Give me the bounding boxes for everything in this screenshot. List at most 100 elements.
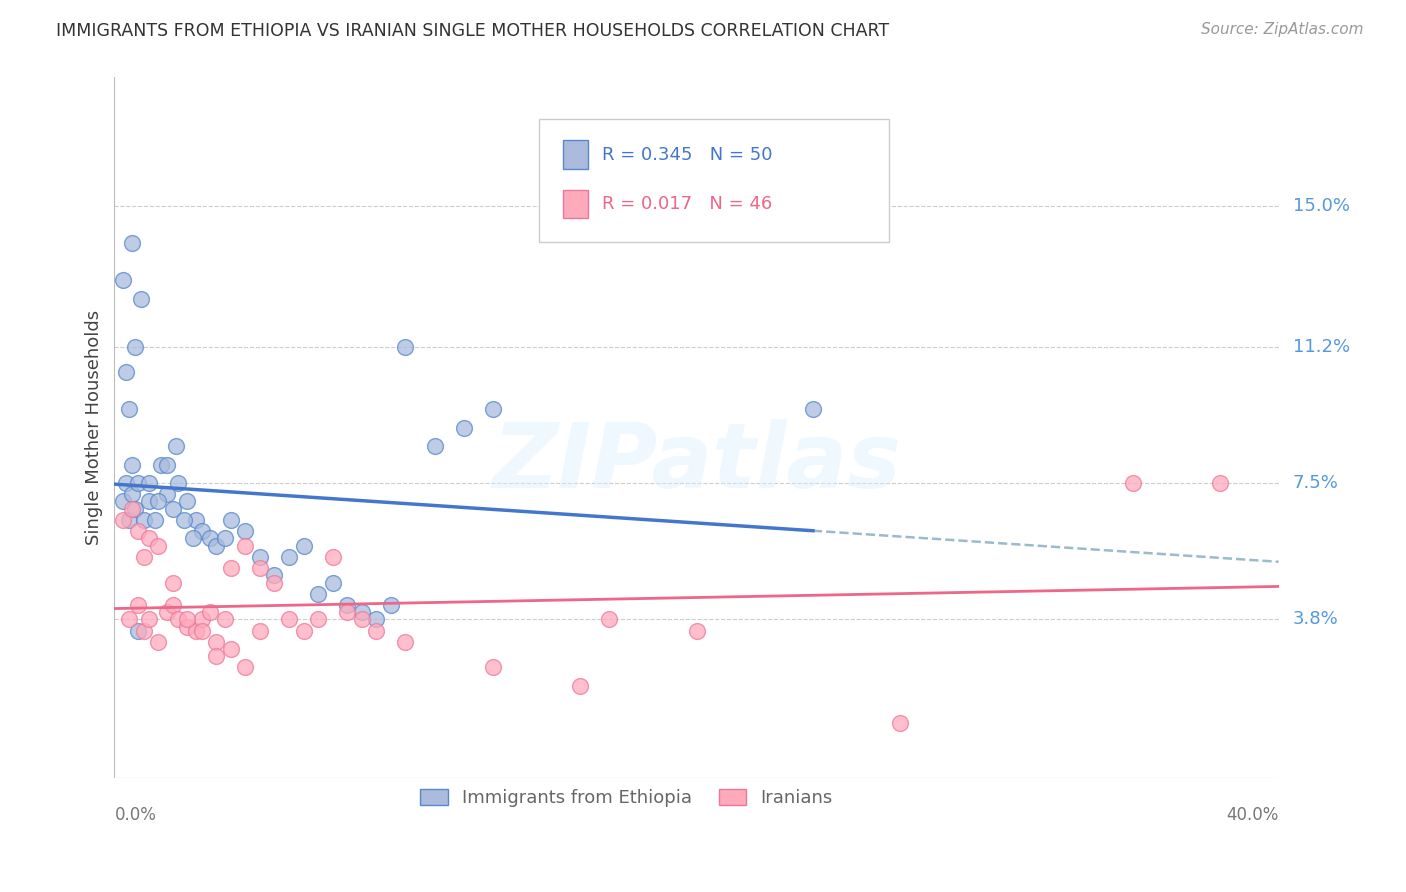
Point bbox=[132, 624, 155, 638]
Point bbox=[146, 634, 169, 648]
Text: 7.5%: 7.5% bbox=[1292, 474, 1339, 492]
Text: IMMIGRANTS FROM ETHIOPIA VS IRANIAN SINGLE MOTHER HOUSEHOLDS CORRELATION CHART: IMMIGRANTS FROM ETHIOPIA VS IRANIAN SING… bbox=[56, 22, 890, 40]
Point bbox=[307, 612, 329, 626]
Text: R = 0.345   N = 50: R = 0.345 N = 50 bbox=[602, 145, 773, 163]
Point bbox=[176, 620, 198, 634]
Point bbox=[235, 660, 257, 674]
Point bbox=[249, 561, 271, 575]
Point bbox=[124, 340, 146, 354]
Point bbox=[263, 575, 285, 590]
Point bbox=[200, 532, 222, 546]
Point bbox=[156, 458, 179, 472]
Text: 3.8%: 3.8% bbox=[1292, 610, 1339, 629]
Point bbox=[292, 624, 315, 638]
Point bbox=[889, 715, 911, 730]
Point bbox=[129, 292, 152, 306]
Point bbox=[481, 402, 503, 417]
Text: 15.0%: 15.0% bbox=[1292, 197, 1350, 216]
Point bbox=[205, 634, 228, 648]
Point bbox=[149, 458, 172, 472]
Point bbox=[112, 494, 135, 508]
Point bbox=[112, 273, 135, 287]
Point bbox=[162, 575, 184, 590]
Point bbox=[278, 549, 301, 564]
Text: ZIPatlas: ZIPatlas bbox=[492, 418, 901, 507]
Point bbox=[138, 612, 160, 626]
Point bbox=[366, 612, 388, 626]
Point bbox=[263, 568, 285, 582]
Text: R = 0.017   N = 46: R = 0.017 N = 46 bbox=[602, 194, 772, 212]
Point bbox=[801, 402, 824, 417]
Point bbox=[132, 513, 155, 527]
Text: Source: ZipAtlas.com: Source: ZipAtlas.com bbox=[1201, 22, 1364, 37]
FancyBboxPatch shape bbox=[540, 120, 889, 242]
Point bbox=[173, 513, 195, 527]
Point bbox=[219, 642, 242, 657]
Point bbox=[127, 524, 149, 538]
Point bbox=[167, 612, 190, 626]
Point bbox=[162, 501, 184, 516]
Point bbox=[394, 340, 416, 354]
Point bbox=[184, 513, 207, 527]
Point bbox=[165, 439, 187, 453]
Point bbox=[112, 513, 135, 527]
Point bbox=[200, 605, 222, 619]
Point bbox=[138, 494, 160, 508]
Point bbox=[307, 587, 329, 601]
Bar bbox=[562, 141, 588, 169]
Point bbox=[453, 421, 475, 435]
Point bbox=[146, 539, 169, 553]
Text: 40.0%: 40.0% bbox=[1226, 806, 1278, 824]
Point bbox=[184, 624, 207, 638]
Point bbox=[685, 624, 707, 638]
Point bbox=[121, 236, 143, 251]
Text: 0.0%: 0.0% bbox=[114, 806, 156, 824]
Point bbox=[394, 634, 416, 648]
Legend: Immigrants from Ethiopia, Iranians: Immigrants from Ethiopia, Iranians bbox=[413, 781, 839, 814]
Point bbox=[190, 624, 212, 638]
Point bbox=[127, 624, 149, 638]
Point bbox=[138, 532, 160, 546]
Point bbox=[322, 549, 344, 564]
Point bbox=[146, 494, 169, 508]
Point bbox=[205, 649, 228, 664]
Point bbox=[118, 402, 141, 417]
Point bbox=[292, 539, 315, 553]
Point bbox=[176, 612, 198, 626]
Point bbox=[336, 605, 359, 619]
Point bbox=[190, 612, 212, 626]
Point bbox=[127, 598, 149, 612]
Point bbox=[115, 366, 138, 380]
Point bbox=[249, 549, 271, 564]
Point bbox=[214, 532, 236, 546]
Point bbox=[1209, 476, 1232, 491]
Point bbox=[190, 524, 212, 538]
Point bbox=[350, 612, 373, 626]
Point bbox=[214, 612, 236, 626]
Point bbox=[219, 513, 242, 527]
Point bbox=[138, 476, 160, 491]
Point bbox=[121, 501, 143, 516]
Point bbox=[156, 487, 179, 501]
Point bbox=[423, 439, 446, 453]
Point bbox=[1122, 476, 1144, 491]
Point bbox=[167, 476, 190, 491]
Point bbox=[115, 476, 138, 491]
Point bbox=[249, 624, 271, 638]
Point bbox=[143, 513, 166, 527]
Point bbox=[598, 612, 620, 626]
Point bbox=[124, 501, 146, 516]
Point bbox=[322, 575, 344, 590]
Text: 11.2%: 11.2% bbox=[1292, 337, 1350, 356]
Point bbox=[132, 549, 155, 564]
Point bbox=[121, 487, 143, 501]
Point bbox=[235, 524, 257, 538]
Point bbox=[219, 561, 242, 575]
Point bbox=[118, 612, 141, 626]
Point bbox=[127, 476, 149, 491]
Point bbox=[181, 532, 204, 546]
Point bbox=[278, 612, 301, 626]
Point bbox=[235, 539, 257, 553]
Point bbox=[481, 660, 503, 674]
Point bbox=[205, 539, 228, 553]
